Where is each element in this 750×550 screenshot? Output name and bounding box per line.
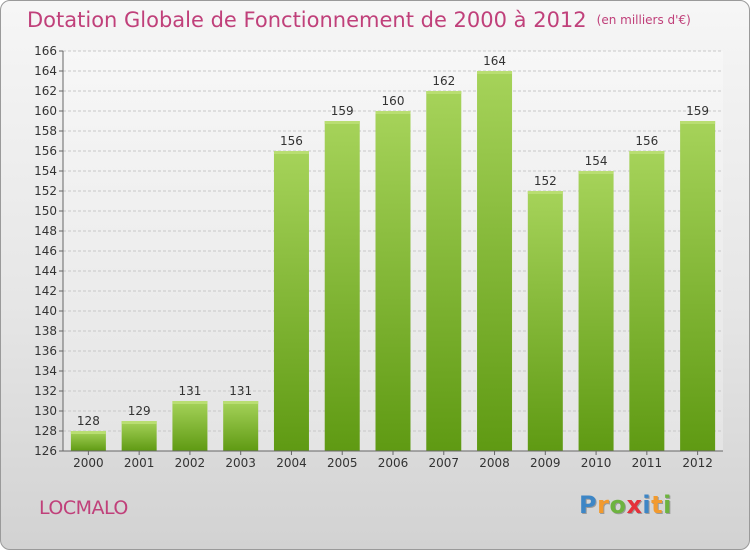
logo-letter: i <box>663 491 672 519</box>
logo-letter: r <box>597 491 610 519</box>
data-label: 156 <box>635 134 658 148</box>
data-label: 152 <box>534 174 557 188</box>
data-label: 154 <box>585 154 608 168</box>
y-tick-label: 158 <box>34 124 57 138</box>
bar-highlight <box>629 151 665 154</box>
bar <box>578 171 614 451</box>
data-label: 129 <box>128 404 151 418</box>
bar-highlight <box>680 121 716 124</box>
bar <box>70 431 106 451</box>
y-tick-label: 154 <box>34 164 57 178</box>
y-tick-label: 138 <box>34 324 57 338</box>
bar-highlight <box>578 171 614 174</box>
y-tick-label: 148 <box>34 224 57 238</box>
data-label: 162 <box>432 74 455 88</box>
logo-letter: x <box>626 491 643 519</box>
x-tick-label: 2010 <box>581 456 612 470</box>
y-tick-label: 134 <box>34 364 57 378</box>
bar <box>121 421 157 451</box>
x-tick-label: 2001 <box>124 456 155 470</box>
bar-highlight <box>477 71 513 74</box>
x-tick-label: 2011 <box>632 456 663 470</box>
commune-name: LOCMALO <box>39 497 128 519</box>
x-tick-label: 2009 <box>530 456 561 470</box>
y-tick-label: 146 <box>34 244 57 258</box>
data-label: 164 <box>483 54 506 68</box>
x-tick-label: 2004 <box>276 456 307 470</box>
y-tick-label: 136 <box>34 344 57 358</box>
bar-highlight <box>324 121 360 124</box>
bar <box>273 151 309 451</box>
bar <box>629 151 665 451</box>
chart-title-text: Dotation Globale de Fonctionnement de 20… <box>27 8 587 32</box>
x-tick-label: 2002 <box>175 456 206 470</box>
y-tick-label: 162 <box>34 84 57 98</box>
bar <box>680 121 716 451</box>
data-label: 131 <box>229 384 252 398</box>
logo-letter: o <box>609 491 627 519</box>
y-tick-label: 164 <box>34 64 57 78</box>
bar-highlight <box>273 151 309 154</box>
x-tick-label: 2005 <box>327 456 358 470</box>
bar-highlight <box>223 401 259 404</box>
logo-letter: i <box>642 491 652 519</box>
y-tick-label: 128 <box>34 424 57 438</box>
data-label: 131 <box>178 384 201 398</box>
bar <box>477 71 513 451</box>
x-tick-label: 2008 <box>479 456 510 470</box>
bar-highlight <box>121 421 157 424</box>
data-label: 159 <box>331 104 354 118</box>
y-tick-label: 132 <box>34 384 57 398</box>
x-tick-label: 2012 <box>682 456 713 470</box>
data-label: 159 <box>686 104 709 118</box>
y-tick-label: 142 <box>34 284 57 298</box>
bar <box>375 111 411 451</box>
y-tick-label: 144 <box>34 264 57 278</box>
data-label: 156 <box>280 134 303 148</box>
x-tick-label: 2006 <box>378 456 409 470</box>
x-tick-label: 2000 <box>73 456 104 470</box>
bar <box>223 401 259 451</box>
bar-highlight <box>375 111 411 114</box>
bar <box>527 191 563 451</box>
bar <box>426 91 462 451</box>
bar-highlight <box>70 431 106 434</box>
proxiti-logo: Proxiti <box>579 491 672 519</box>
data-label: 160 <box>382 94 405 108</box>
bar-highlight <box>172 401 208 404</box>
y-tick-label: 130 <box>34 404 57 418</box>
y-tick-label: 152 <box>34 184 57 198</box>
data-label: 128 <box>77 414 100 428</box>
y-tick-label: 160 <box>34 104 57 118</box>
y-tick-label: 126 <box>34 444 57 458</box>
x-tick-label: 2007 <box>428 456 459 470</box>
chart-unit: (en milliers d'€) <box>596 13 691 27</box>
x-tick-label: 2003 <box>225 456 256 470</box>
bar <box>324 121 360 451</box>
bar <box>172 401 208 451</box>
bars: 128 129 131 131 156 159 160 162 164 152 154 156 159 <box>70 54 716 451</box>
chart-title: Dotation Globale de Fonctionnement de 20… <box>27 8 691 32</box>
logo-letter: P <box>579 491 598 519</box>
logo-letter: t <box>651 491 664 519</box>
y-tick-label: 150 <box>34 204 57 218</box>
bar-highlight <box>527 191 563 194</box>
y-tick-label: 156 <box>34 144 57 158</box>
bar-highlight <box>426 91 462 94</box>
axes: 126 128 130 132 134 136 138 140 142 144 146 148 150 1… <box>34 44 723 470</box>
y-tick-label: 140 <box>34 304 57 318</box>
y-tick-label: 166 <box>34 44 57 58</box>
